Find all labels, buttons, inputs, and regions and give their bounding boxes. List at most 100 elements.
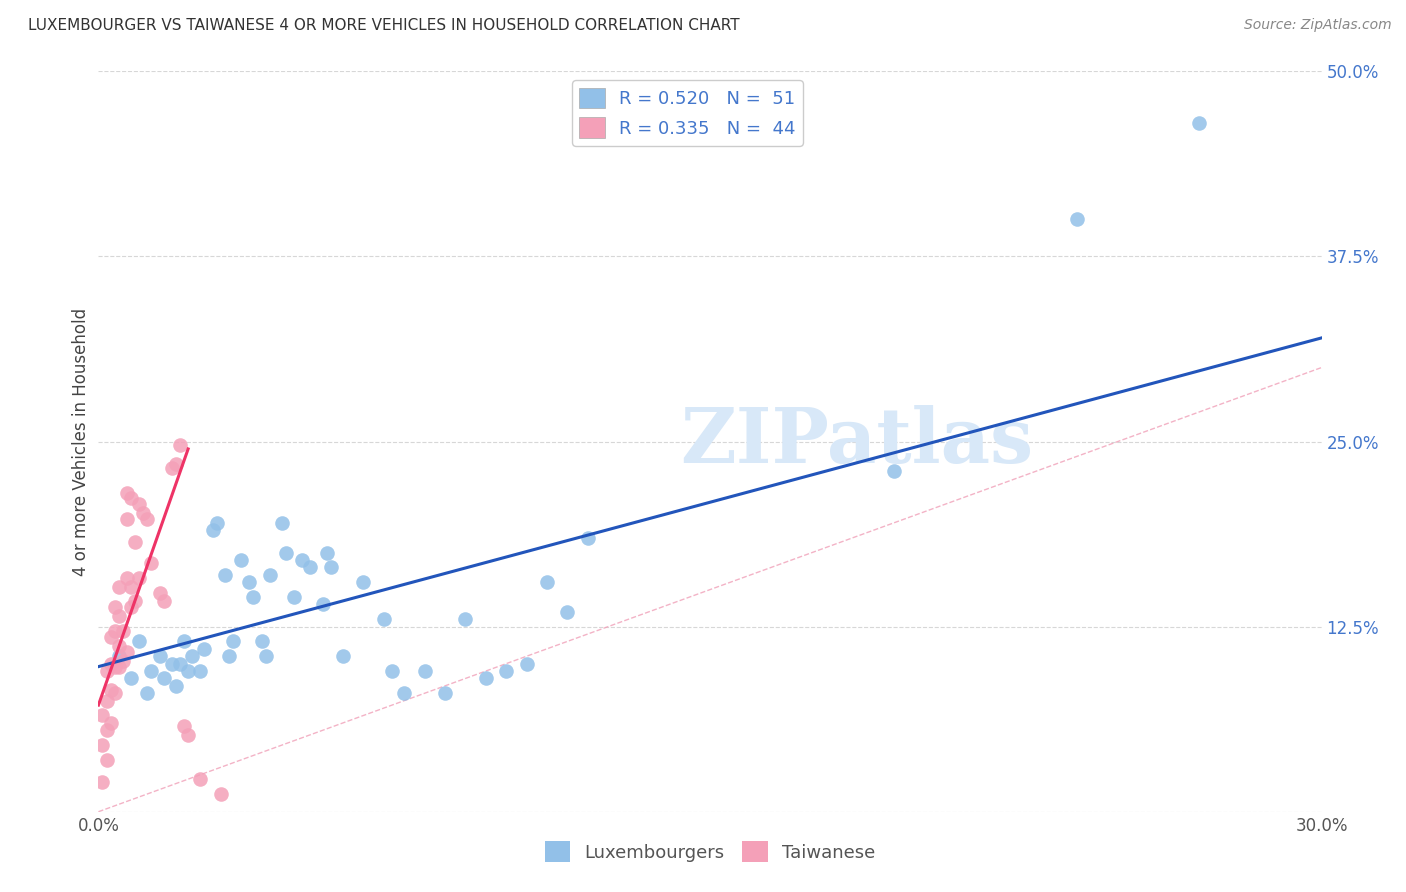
Point (188, 772, 212, 786)
Point (254, 649, 277, 664)
Point (108, 659, 131, 673)
Point (177, 728, 200, 742)
Point (160, 461, 183, 475)
Point (111, 654, 134, 668)
Y-axis label: 4 or more Vehicles in Household: 4 or more Vehicles in Household (72, 308, 90, 575)
Point (238, 575, 260, 590)
Point (100, 683, 122, 698)
Point (96, 723, 118, 738)
Point (128, 571, 150, 585)
Point (536, 575, 558, 590)
Point (222, 634, 245, 648)
Point (124, 535, 146, 549)
Point (169, 437, 191, 451)
Point (177, 664, 200, 678)
Text: Source: ZipAtlas.com: Source: ZipAtlas.com (1244, 18, 1392, 32)
Text: ZIPatlas: ZIPatlas (681, 405, 1033, 478)
Point (1066, 212, 1088, 227)
Point (434, 686, 457, 700)
Point (100, 630, 122, 644)
Point (209, 787, 232, 801)
Point (319, 560, 342, 574)
Point (152, 594, 174, 608)
Point (91, 708, 114, 723)
Point (373, 612, 395, 626)
Point (250, 634, 273, 648)
Point (136, 511, 159, 525)
Point (270, 516, 294, 530)
Point (108, 609, 131, 624)
Point (181, 649, 204, 664)
Point (242, 590, 264, 604)
Legend: Luxembourgers, Taiwanese: Luxembourgers, Taiwanese (537, 834, 883, 870)
Point (392, 686, 416, 700)
Point (149, 649, 172, 664)
Point (516, 657, 538, 671)
Point (141, 556, 163, 570)
Point (173, 719, 195, 733)
Point (169, 657, 191, 671)
Point (128, 634, 150, 648)
Point (218, 649, 240, 664)
Point (124, 594, 146, 608)
Point (115, 511, 138, 525)
Point (136, 686, 159, 700)
Point (352, 575, 374, 590)
Point (104, 624, 127, 638)
Text: LUXEMBOURGER VS TAIWANESE 4 OR MORE VEHICLES IN HOUSEHOLD CORRELATION CHART: LUXEMBOURGER VS TAIWANESE 4 OR MORE VEHI… (28, 18, 740, 33)
Point (315, 546, 337, 560)
Point (115, 486, 138, 500)
Point (108, 639, 131, 653)
Point (332, 649, 354, 664)
Point (141, 664, 163, 678)
Point (149, 585, 172, 599)
Point (120, 600, 142, 615)
Point (454, 612, 477, 626)
Point (96, 753, 118, 767)
Point (474, 672, 498, 686)
Point (283, 590, 305, 604)
Point (173, 634, 195, 648)
Point (115, 571, 138, 585)
Point (128, 497, 150, 511)
Point (413, 664, 436, 678)
Point (160, 657, 183, 671)
Point (100, 657, 122, 671)
Point (132, 506, 155, 520)
Point (193, 641, 215, 656)
Point (96, 694, 118, 708)
Point (91, 738, 114, 752)
Point (108, 649, 131, 664)
Point (201, 524, 224, 538)
Point (91, 775, 114, 789)
Point (214, 567, 236, 582)
Point (274, 546, 297, 560)
Point (299, 560, 322, 574)
Point (115, 645, 138, 659)
Point (291, 553, 314, 567)
Point (165, 457, 187, 471)
Point (1188, 116, 1211, 130)
Point (100, 715, 122, 730)
Point (120, 580, 142, 594)
Point (312, 598, 335, 612)
Point (120, 672, 142, 686)
Point (96, 664, 118, 678)
Point (188, 664, 212, 678)
Point (576, 531, 599, 545)
Point (381, 664, 404, 678)
Point (152, 672, 174, 686)
Point (495, 664, 517, 678)
Point (104, 659, 127, 673)
Point (108, 580, 131, 594)
Point (259, 567, 281, 582)
Point (104, 600, 127, 615)
Point (205, 516, 228, 530)
Point (555, 605, 579, 619)
Point (111, 624, 134, 638)
Point (231, 553, 253, 567)
Point (104, 686, 127, 700)
Point (165, 679, 187, 693)
Point (883, 464, 905, 478)
Point (120, 491, 142, 505)
